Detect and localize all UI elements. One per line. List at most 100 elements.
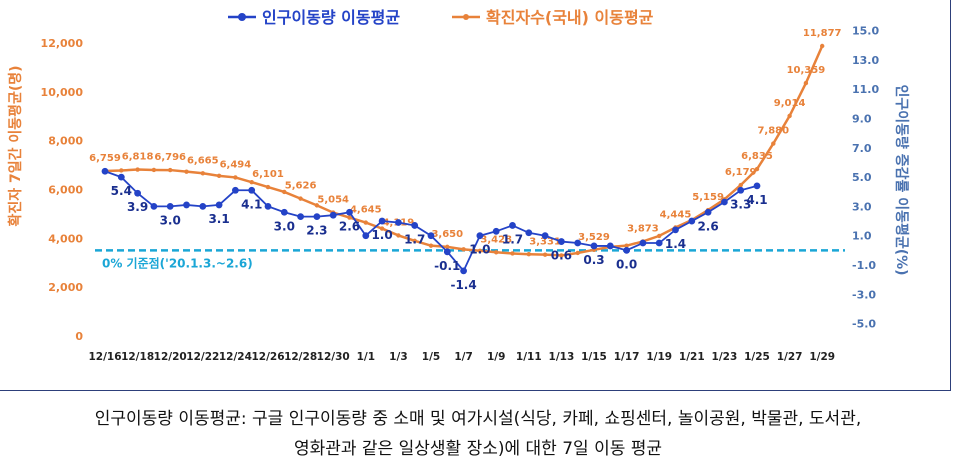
mobility-data-label: 4.1 bbox=[241, 197, 262, 211]
mobility-data-label: 3.9 bbox=[127, 200, 148, 214]
mobility-series: 5.4 3.9 3.0 3.1 4.1 3.0 2.3 2.6 1.0 1.7 -0.1 -1.4 1.… bbox=[101, 0, 784, 292]
mobility-data-label: 1.4 bbox=[665, 237, 686, 251]
y-left-tick-label: 0 bbox=[75, 330, 83, 343]
mobility-point bbox=[183, 201, 190, 209]
legend-marker-mobility bbox=[238, 13, 246, 21]
cases-point bbox=[135, 167, 140, 172]
y-right-tick-label: 5.0 bbox=[852, 171, 872, 184]
mobility-point bbox=[704, 208, 712, 216]
mobility-point bbox=[117, 173, 125, 181]
x-tick-label: 12/16 bbox=[88, 351, 121, 363]
x-tick-label: 1/9 bbox=[487, 351, 505, 363]
mobility-point bbox=[248, 186, 256, 194]
line-chart: 인구이동량 이동평균 확진자수(국내) 이동평균 확진자 7일간 이동평균(명)… bbox=[7, 0, 910, 363]
mobility-data-label: 2.3 bbox=[306, 224, 327, 238]
y-right-tick-label: -1.0 bbox=[852, 259, 876, 272]
cases-point bbox=[771, 141, 776, 146]
y-right-tick-label: 3.0 bbox=[852, 200, 872, 213]
reference-line-label: 0% 기준점('20.1.3.~2.6) bbox=[102, 255, 253, 270]
caption-line-2: 영화관과 같은 일상생활 장소)에 대한 7일 이동 평균 bbox=[293, 439, 663, 459]
x-tick-label: 1/1 bbox=[357, 351, 375, 363]
y-right-ticks: -5.0 -3.0 -1.0 1.0 3.0 5.0 7.0 9.0 11.0 13.0 15.0 bbox=[852, 25, 879, 331]
mobility-data-label: 4.4 bbox=[763, 0, 784, 3]
mobility-point bbox=[476, 232, 484, 240]
y-right-tick-label: 9.0 bbox=[852, 113, 872, 126]
cases-data-label: 6,835 bbox=[741, 151, 773, 162]
cases-data-label: 6,665 bbox=[187, 155, 219, 166]
cases-series: 6,759 6,818 6,796 6,665 6,4946,1015,6265,054… bbox=[89, 28, 842, 258]
mobility-data-label: 5.4 bbox=[111, 184, 132, 198]
x-tick-label: 12/20 bbox=[154, 351, 187, 363]
cases-data-label: 3,331 bbox=[529, 237, 561, 248]
y-right-tick-label: 15.0 bbox=[852, 25, 879, 38]
cases-point bbox=[151, 167, 157, 173]
x-tick-label: 1/7 bbox=[454, 351, 472, 363]
y-left-tick-label: 8,000 bbox=[48, 135, 83, 148]
mobility-point bbox=[460, 267, 467, 275]
mobility-point bbox=[346, 208, 353, 216]
mobility-point bbox=[280, 208, 288, 216]
y-right-axis-title: 인구이동량 증감률 이동평균(%) bbox=[893, 84, 910, 275]
cases-data-label: 9,014 bbox=[774, 98, 806, 109]
mobility-point bbox=[297, 213, 304, 221]
cases-point bbox=[445, 244, 450, 250]
mobility-point bbox=[264, 203, 272, 210]
cases-data-label: 6,759 bbox=[89, 153, 121, 164]
cases-data-label: 6,179 bbox=[725, 167, 757, 178]
cases-data-label: 5,159 bbox=[692, 192, 724, 203]
cases-point bbox=[282, 189, 287, 195]
y-left-tick-label: 2,000 bbox=[48, 281, 83, 294]
mobility-point bbox=[737, 186, 745, 194]
cases-point bbox=[265, 184, 271, 190]
cases-data-label: 7,880 bbox=[757, 126, 789, 137]
cases-point bbox=[477, 248, 483, 253]
x-tick-label: 12/30 bbox=[317, 351, 350, 363]
cases-data-label: 6,796 bbox=[154, 152, 186, 163]
x-tick-label: 1/25 bbox=[744, 351, 770, 363]
cases-point bbox=[379, 226, 385, 231]
caption-line-1: 인구이동량 이동평균: 구글 인구이동량 중 소매 및 여가시설(식당, 카페,… bbox=[94, 409, 862, 429]
cases-point bbox=[184, 169, 189, 174]
y-right-tick-label: 11.0 bbox=[852, 83, 879, 96]
cases-point bbox=[216, 173, 222, 179]
y-left-tick-label: 12,000 bbox=[41, 37, 84, 50]
cases-point bbox=[461, 247, 466, 252]
cases-point bbox=[363, 220, 368, 225]
mobility-point bbox=[655, 239, 663, 247]
cases-point bbox=[314, 203, 320, 208]
cases-point bbox=[575, 250, 580, 256]
mobility-data-label: 1.7 bbox=[404, 232, 425, 246]
mobility-point bbox=[232, 186, 239, 194]
cases-point bbox=[396, 233, 401, 238]
mobility-data-label: -0.1 bbox=[434, 259, 460, 273]
cases-point bbox=[428, 243, 434, 248]
cases-point bbox=[754, 166, 760, 172]
y-right-tick-label: -3.0 bbox=[852, 288, 876, 301]
y-right-tick-label: -5.0 bbox=[852, 318, 876, 331]
mobility-data-label: 3.1 bbox=[208, 212, 229, 226]
cases-point bbox=[233, 175, 238, 180]
legend: 인구이동량 이동평균 확진자수(국내) 이동평균 bbox=[228, 8, 654, 27]
mobility-point bbox=[362, 232, 370, 240]
x-tick-label: 1/27 bbox=[777, 351, 803, 363]
x-tick-label: 12/24 bbox=[219, 351, 252, 363]
mobility-point bbox=[606, 242, 614, 250]
y-left-tick-label: 10,000 bbox=[41, 86, 84, 99]
cases-point bbox=[510, 251, 515, 256]
cases-point bbox=[298, 196, 303, 201]
cases-point bbox=[820, 43, 825, 49]
cases-data-label: 3,529 bbox=[578, 232, 610, 243]
cases-point bbox=[542, 252, 548, 257]
legend-label-cases: 확진자수(국내) 이동평균 bbox=[486, 8, 654, 27]
mobility-data-label: 3.0 bbox=[274, 219, 295, 233]
mobility-point bbox=[150, 203, 158, 210]
mobility-point bbox=[313, 213, 321, 221]
cases-data-label: 6,818 bbox=[122, 152, 154, 163]
cases-point bbox=[347, 215, 352, 220]
y-left-axis-title: 확진자 7일간 이동평균(명) bbox=[7, 65, 24, 226]
cases-data-label: 3,428 bbox=[480, 234, 512, 245]
x-tick-label: 12/18 bbox=[121, 351, 154, 363]
mobility-point bbox=[329, 211, 337, 219]
x-tick-label: 1/19 bbox=[646, 351, 672, 363]
mobility-point bbox=[395, 219, 402, 226]
